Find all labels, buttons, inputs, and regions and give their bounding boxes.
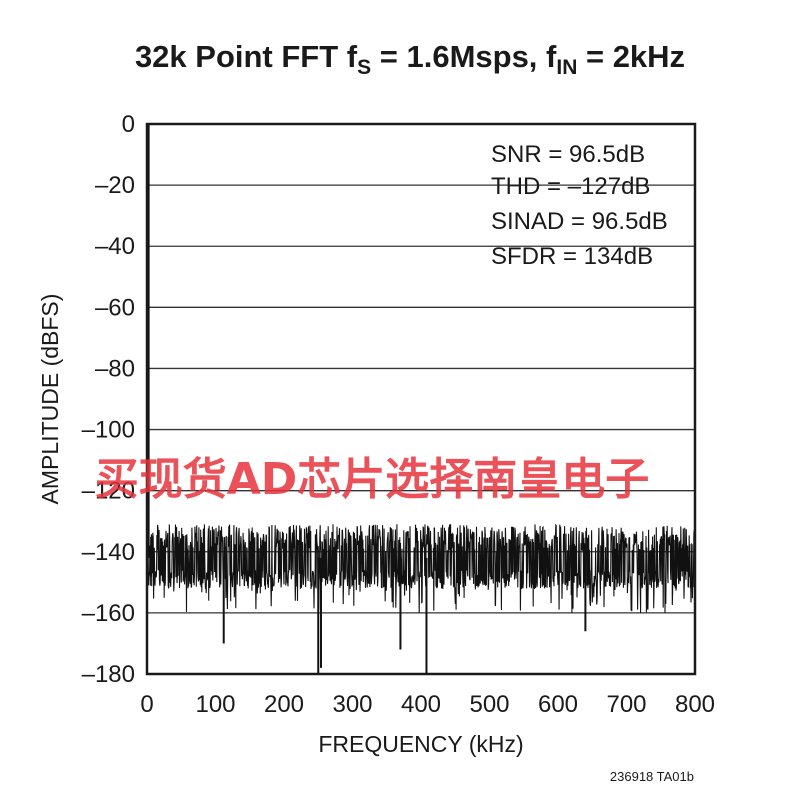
y-tick-label: 0 <box>122 111 135 138</box>
chart-title: 32k Point FFT fS = 1.6Msps, fIN = 2kHz <box>135 39 685 79</box>
y-axis-ticks: 0 –20 –40 –60 –80 –100 –120 –140 –160 –180 <box>82 111 135 688</box>
annotation-sinad: SINAD = 96.5dB <box>491 208 668 235</box>
x-tick-label: 500 <box>469 691 509 718</box>
x-tick-label: 100 <box>195 691 235 718</box>
x-tick-label: 200 <box>264 691 304 718</box>
x-tick-label: 600 <box>538 691 578 718</box>
annotation-sfdr: SFDR = 134dB <box>491 243 653 270</box>
fft-trace <box>146 124 696 674</box>
x-tick-label: 0 <box>140 691 153 718</box>
x-axis-ticks: 0 100 200 300 400 500 600 700 800 <box>140 691 715 718</box>
y-tick-label: –140 <box>82 539 135 566</box>
y-tick-label: –120 <box>82 478 135 505</box>
x-axis-label: FREQUENCY (kHz) <box>318 731 523 757</box>
y-tick-label: –160 <box>82 600 135 627</box>
x-tick-label: 800 <box>675 691 715 718</box>
noise-floor-trace <box>146 523 696 613</box>
x-tick-label: 300 <box>332 691 372 718</box>
plot-frame <box>145 122 697 676</box>
annotation-snr: SNR = 96.5dB <box>491 141 645 168</box>
y-tick-label: –180 <box>82 661 135 688</box>
y-tick-label: –80 <box>95 355 135 382</box>
annotation-thd: THD = –127dB <box>491 173 650 200</box>
y-tick-label: –100 <box>82 417 135 444</box>
y-axis-label: AMPLITUDE (dBFS) <box>37 294 63 505</box>
y-tick-label: –40 <box>95 233 135 260</box>
y-tick-label: –60 <box>95 294 135 321</box>
watermark-text: 买现货AD芯片选择南皇电子 <box>95 454 650 505</box>
x-tick-label: 400 <box>401 691 441 718</box>
x-tick-label: 700 <box>606 691 646 718</box>
figure-id: 236918 TA01b <box>610 769 694 784</box>
y-tick-label: –20 <box>95 172 135 199</box>
